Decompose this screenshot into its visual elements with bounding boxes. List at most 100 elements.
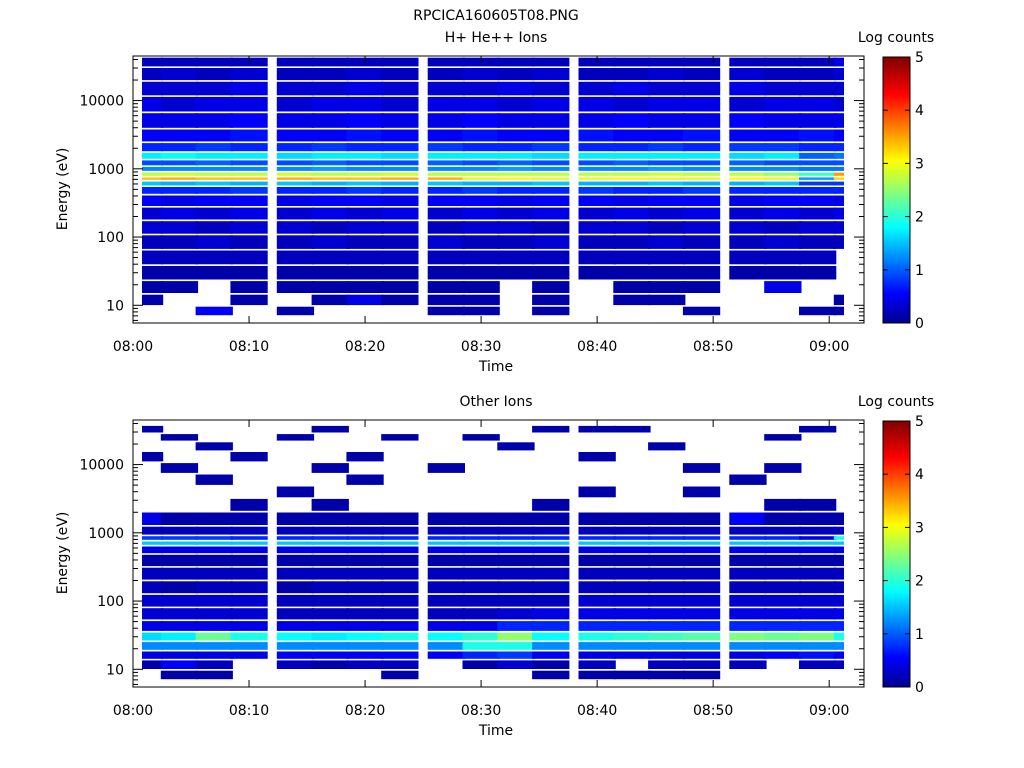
panel-bottom-heatmap-cell [160,434,199,441]
panel-bottom-heatmap-cell [427,621,465,631]
panel-bottom-heatmap-cell [764,594,802,607]
panel-top-heatmap-cell [230,207,268,220]
panel-bottom-heatmap-cell [346,512,384,525]
panel-top-heatmap-cell [381,160,419,166]
panel-bottom-heatmap-cell [648,651,686,659]
panel-bottom-x-tick-label: 08:30 [461,703,501,719]
panel-top-heatmap-cell [729,207,767,220]
panel-bottom-heatmap-cell [682,632,721,641]
panel-top-heatmap-cell [276,143,315,152]
panel-top-heatmap-cell [532,177,570,180]
panel-bottom-colorbar [882,420,911,688]
panel-top-heatmap-cell [682,68,721,81]
panel-top-heatmap-cell [729,152,767,159]
panel-top-heatmap-cell [648,68,686,81]
panel-top-heatmap-cell [160,207,199,220]
panel-top-heatmap-cell [497,160,535,166]
panel-top-heatmap-cell [578,266,616,280]
panel-top-heatmap-cell [497,68,535,81]
panel-bottom-heatmap-cell [195,670,233,680]
panel-top-heatmap-cell [532,113,570,128]
panel-bottom-heatmap-cell [142,546,164,554]
panel-top-heatmap-cell [764,250,802,265]
panel-top-heatmap-cell [311,195,349,206]
panel-top-colorbar-tick-label: 0 [915,316,924,332]
panel-top-heatmap-cell [648,113,686,128]
panel-top-heatmap-cell [648,172,686,176]
panel-bottom-heatmap-cell [648,554,686,567]
panel-top-heatmap-cell [462,172,500,176]
panel-bottom-heatmap-cell [532,554,570,567]
panel-bottom-heatmap-cell [497,660,535,669]
panel-bottom-heatmap-cell [578,554,616,567]
panel-top-heatmap-cell [427,221,465,234]
panel-bottom-heatmap-cell [497,632,535,641]
panel-top-heatmap-cell [497,221,535,234]
panel-bottom-heatmap-cell [613,526,651,535]
panel-top-heatmap-cell [311,187,349,194]
panel-top-heatmap-cell [195,57,233,67]
panel-bottom-heatmap-cell [230,567,268,580]
panel-bottom-heatmap-cell [799,581,837,594]
panel-top-heatmap-cell [381,195,419,206]
panel-top-heatmap-cell [381,181,419,186]
panel-bottom-heatmap-cell [833,608,844,620]
panel-top-heatmap-cell [142,166,164,171]
panel-top-heatmap-cell [613,207,651,220]
panel-top-heatmap-cell [142,235,164,249]
panel-bottom-colorbar-tick-label: 4 [915,467,924,483]
panel-top-heatmap-cell [613,160,651,166]
panel-top-heatmap-cell [427,152,465,159]
panel-bottom-heatmap-cell [160,594,199,607]
panel-top-heatmap-cell [381,68,419,81]
panel-top-x-tick-label: 08:20 [345,339,385,355]
panel-top-heatmap-cell [729,113,767,128]
panel-bottom-heatmap-cell [142,608,164,620]
panel-top-heatmap-cell [311,221,349,234]
panel-top-heatmap-cell [648,181,686,186]
panel-top-heatmap-cell [230,235,268,249]
panel-bottom-heatmap-cell [462,581,500,594]
panel-bottom-heatmap-cell [729,594,767,607]
panel-top-heatmap-cell [230,160,268,166]
panel-top-heatmap-cell [427,306,465,316]
panel-top-heatmap-cell [648,177,686,180]
panel-top-heatmap-cell [195,181,233,186]
panel-bottom-heatmap-cell [833,632,844,641]
panel-top-heatmap-cell [648,250,686,265]
panel-top-heatmap-cell [648,81,686,96]
panel-bottom-heatmap-cell [497,512,535,525]
panel-bottom-heatmap-cell [160,642,199,650]
panel-top-heatmap-cell [230,181,268,186]
panel-top-heatmap-cell [427,235,465,249]
panel-top-heatmap-cell [230,81,268,96]
panel-bottom-heatmap-cell [381,554,419,567]
panel-top-heatmap-cell [230,129,268,142]
panel-top-heatmap-cell [381,57,419,67]
panel-bottom-heatmap-cell [613,642,651,650]
panel-top-heatmap-cell [532,187,570,194]
panel-bottom-heatmap-cell [346,581,384,594]
panel-top-x-tick-label: 08:50 [693,339,733,355]
panel-bottom-heatmap-cell [142,536,164,540]
panel-top-heatmap-cell [497,181,535,186]
panel-top-heatmap-cell [833,81,844,96]
panel-bottom-heatmap-cell [462,642,500,650]
panel-bottom-heatmap-cell [160,536,199,540]
panel-top-heatmap-cell [276,177,315,180]
panel-top-heatmap-cell [276,166,315,171]
panel-top-heatmap-cell [195,166,233,171]
panel-top-heatmap-cell [764,129,802,142]
panel-top-heatmap-cell [578,177,616,180]
panel-top-heatmap-cell [682,129,721,142]
panel-top-heatmap-cell [613,152,651,159]
panel-bottom-heatmap-cell [729,474,767,485]
panel-bottom-heatmap-cell [160,546,199,554]
panel-bottom-heatmap-cell [462,546,500,554]
panel-top-heatmap-cell [729,195,767,206]
panel-top-heatmap-cell [833,177,844,180]
panel-bottom-heatmap-cell [578,608,616,620]
panel-bottom-heatmap-cell [462,434,500,441]
panel-top-heatmap-cell [764,281,802,293]
panel-top-heatmap-cell [230,143,268,152]
